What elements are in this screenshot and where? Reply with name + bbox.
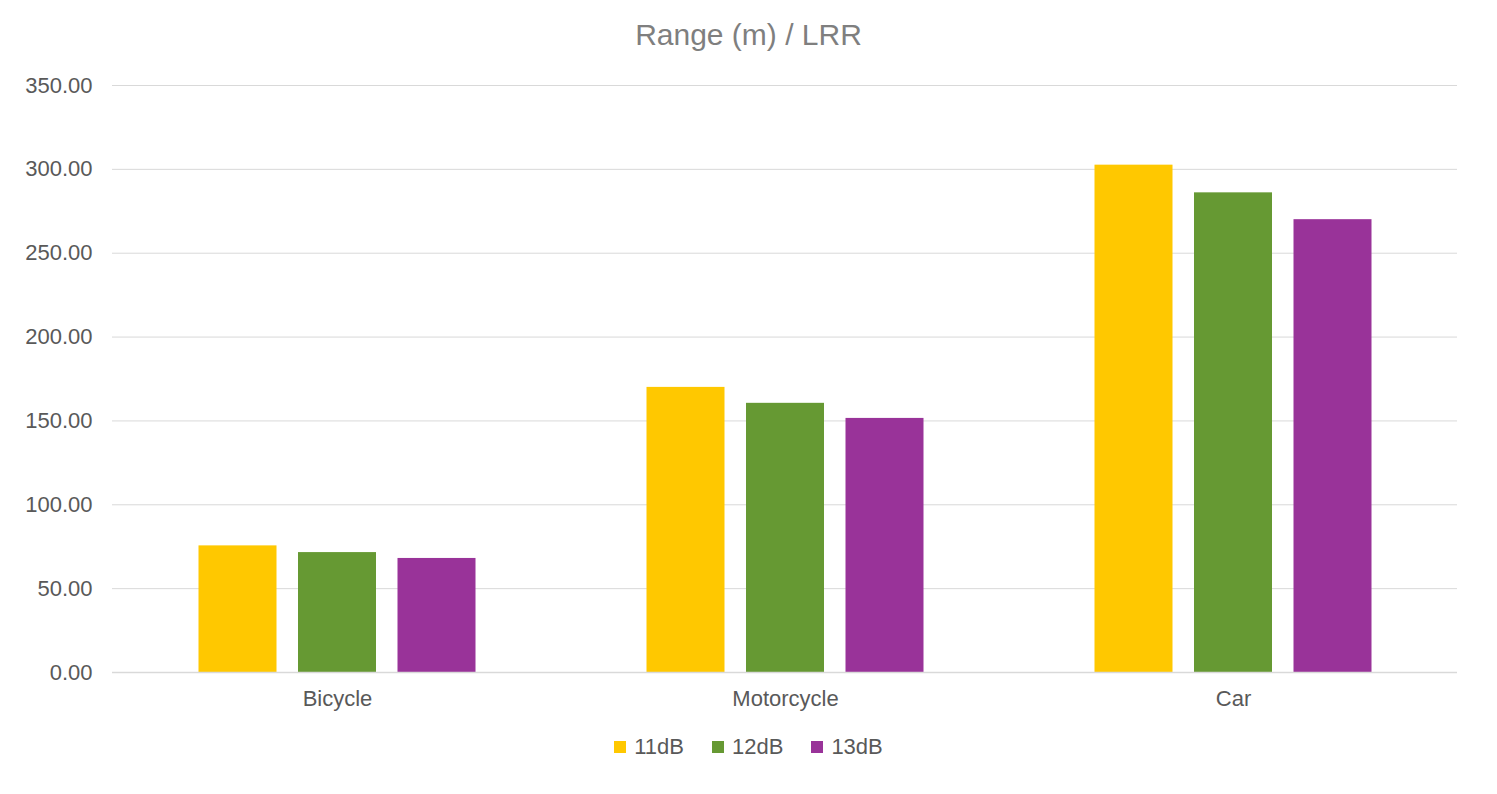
html-text:13dB: 13dB [831,734,883,759]
svg-text:Motorcycle: Motorcycle [732,686,838,711]
svg-text:0.00: 0.00 [50,660,93,685]
html-text:12dB: 12dB [732,734,784,759]
svg-text:300.00: 300.00 [25,156,92,181]
html-text:Range (m) / LRR: Range (m) / LRR [635,18,862,51]
svg-text:350.00: 350.00 [25,73,92,98]
svg-text:50.00: 50.00 [37,576,92,601]
svg-text:100.00: 100.00 [25,492,92,517]
svg-text:250.00: 250.00 [25,240,92,265]
svg-text:Car: Car [1216,686,1251,711]
svg-text:200.00: 200.00 [25,324,92,349]
svg-text:Bicycle: Bicycle [303,686,373,711]
html-text:11dB: 11dB [634,734,684,759]
svg-text:150.00: 150.00 [25,408,92,433]
